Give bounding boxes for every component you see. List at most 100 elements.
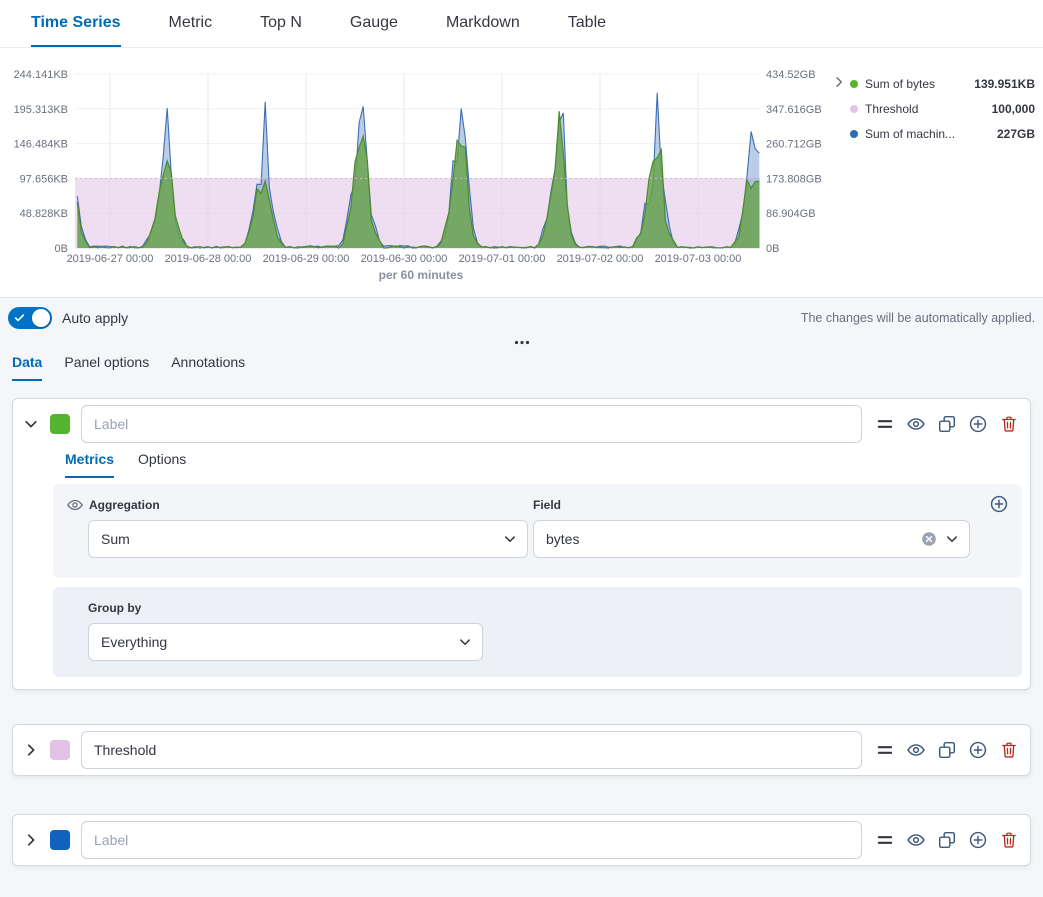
series-header	[13, 399, 1030, 449]
field-select[interactable]: bytes	[533, 520, 970, 558]
eye-icon[interactable]	[907, 831, 925, 849]
legend-item[interactable]: Sum of bytes 139.951KB	[850, 71, 1035, 96]
svg-text:per 60 minutes: per 60 minutes	[379, 268, 464, 282]
legend-item[interactable]: Sum of machin... 227GB	[850, 121, 1035, 146]
tab-top-n[interactable]: Top N	[260, 13, 302, 31]
legend-value: 139.951KB	[974, 76, 1035, 91]
eye-icon[interactable]	[67, 497, 83, 513]
time-series-chart: 0B 48.828KB 97.656KB 146.484KB 195.313KB 244.…	[0, 49, 1043, 297]
chevron-down-icon	[503, 532, 517, 546]
delete-series-icon[interactable]	[1000, 741, 1018, 759]
legend-label: Sum of bytes	[865, 76, 936, 91]
svg-text:2019-07-02 00:00: 2019-07-02 00:00	[557, 253, 644, 265]
series-header	[13, 815, 1030, 865]
svg-text:2019-07-01 00:00: 2019-07-01 00:00	[459, 253, 546, 265]
legend-item[interactable]: Threshold 100,000	[850, 96, 1035, 121]
chart-canvas: 0B 48.828KB 97.656KB 146.484KB 195.313KB 244.…	[14, 69, 822, 282]
series-actions	[876, 831, 1018, 849]
aggregation-select[interactable]: Sum	[88, 520, 528, 558]
series-card-2	[12, 724, 1031, 776]
collapse-chevron-down-icon[interactable]	[23, 416, 39, 432]
series-label-input[interactable]	[81, 731, 862, 769]
group-by-panel: Group by Everything	[53, 587, 1022, 677]
tab-time-series[interactable]: Time Series	[31, 0, 121, 47]
viz-type-tabs: Time Series Metric Top N Gauge Markdown …	[0, 0, 1043, 48]
series-card-3	[12, 814, 1031, 866]
resize-handle-icon[interactable]	[513, 339, 530, 346]
drag-handle-icon[interactable]	[876, 831, 894, 849]
aggregation-label: Aggregation	[89, 498, 160, 512]
svg-text:2019-06-27 00:00: 2019-06-27 00:00	[67, 253, 154, 265]
svg-text:97.656KB: 97.656KB	[20, 173, 68, 185]
series-color-swatch[interactable]	[50, 830, 70, 850]
editor-panel: Auto apply The changes will be automatic…	[0, 297, 1043, 897]
add-metric-icon[interactable]	[990, 495, 1008, 513]
tab-markdown[interactable]: Markdown	[445, 13, 520, 31]
drag-handle-icon[interactable]	[876, 415, 894, 433]
clone-icon[interactable]	[938, 415, 956, 433]
group-by-label: Group by	[88, 601, 142, 615]
group-by-value: Everything	[101, 634, 168, 650]
clone-icon[interactable]	[938, 741, 956, 759]
auto-apply-hint: The changes will be automatically applie…	[800, 311, 1035, 325]
eye-icon[interactable]	[907, 415, 925, 433]
add-series-icon[interactable]	[969, 741, 987, 759]
svg-text:48.828KB: 48.828KB	[20, 208, 68, 220]
clone-icon[interactable]	[938, 831, 956, 849]
svg-text:0B: 0B	[766, 243, 779, 255]
svg-text:0B: 0B	[55, 243, 68, 255]
delete-series-icon[interactable]	[1000, 831, 1018, 849]
legend-value: 227GB	[996, 126, 1035, 141]
svg-text:244.141KB: 244.141KB	[14, 69, 68, 81]
svg-text:2019-07-03 00:00: 2019-07-03 00:00	[655, 253, 742, 265]
tab-gauge[interactable]: Gauge	[349, 13, 398, 31]
expand-chevron-right-icon[interactable]	[23, 832, 39, 848]
editor-tabs: Data Panel options Annotations	[12, 354, 245, 381]
check-icon	[13, 311, 26, 324]
svg-text:146.484KB: 146.484KB	[14, 139, 68, 151]
legend-label: Threshold	[865, 101, 919, 116]
group-by-select[interactable]: Everything	[88, 623, 483, 661]
tab-panel-options[interactable]: Panel options	[64, 354, 150, 370]
legend-dot-threshold	[850, 104, 858, 113]
svg-text:260.712GB: 260.712GB	[766, 139, 822, 151]
chart-legend: Sum of bytes 139.951KB Threshold 100,000…	[850, 71, 1035, 146]
svg-text:2019-06-29 00:00: 2019-06-29 00:00	[263, 253, 350, 265]
series-color-swatch[interactable]	[50, 740, 70, 760]
field-value: bytes	[546, 531, 580, 547]
chevron-down-icon	[945, 532, 959, 546]
svg-text:195.313KB: 195.313KB	[14, 104, 68, 116]
svg-text:2019-06-30 00:00: 2019-06-30 00:00	[361, 253, 448, 265]
add-series-icon[interactable]	[969, 831, 987, 849]
series-actions	[876, 741, 1018, 759]
series-list: Metrics Options Aggregation Field Sum by…	[12, 398, 1031, 866]
tab-annotations[interactable]: Annotations	[171, 354, 246, 370]
series-actions	[876, 415, 1018, 433]
series-label-input[interactable]	[81, 821, 862, 859]
legend-value: 100,000	[991, 101, 1035, 116]
tab-table[interactable]: Table	[567, 13, 607, 31]
legend-dot-sum-of-bytes	[850, 79, 858, 88]
series-color-swatch[interactable]	[50, 414, 70, 434]
metrics-panel: Aggregation Field Sum bytes	[53, 484, 1022, 578]
aggregation-value: Sum	[101, 531, 130, 547]
chevron-down-icon	[458, 635, 472, 649]
toggle-knob	[32, 309, 50, 327]
legend-collapse-icon[interactable]	[832, 75, 846, 89]
tab-options[interactable]: Options	[138, 451, 187, 467]
series-label-input[interactable]	[81, 405, 862, 443]
field-label: Field	[533, 498, 562, 512]
drag-handle-icon[interactable]	[876, 741, 894, 759]
clear-field-icon[interactable]	[921, 531, 937, 547]
tab-metric[interactable]: Metric	[168, 13, 213, 31]
add-series-icon[interactable]	[969, 415, 987, 433]
auto-apply-label: Auto apply	[62, 310, 129, 326]
tab-data[interactable]: Data	[12, 354, 43, 381]
tab-metrics[interactable]: Metrics	[65, 451, 115, 478]
auto-apply-toggle[interactable]	[8, 307, 52, 329]
series-card-1: Metrics Options Aggregation Field Sum by…	[12, 398, 1031, 690]
expand-chevron-right-icon[interactable]	[23, 742, 39, 758]
delete-series-icon[interactable]	[1000, 415, 1018, 433]
eye-icon[interactable]	[907, 741, 925, 759]
